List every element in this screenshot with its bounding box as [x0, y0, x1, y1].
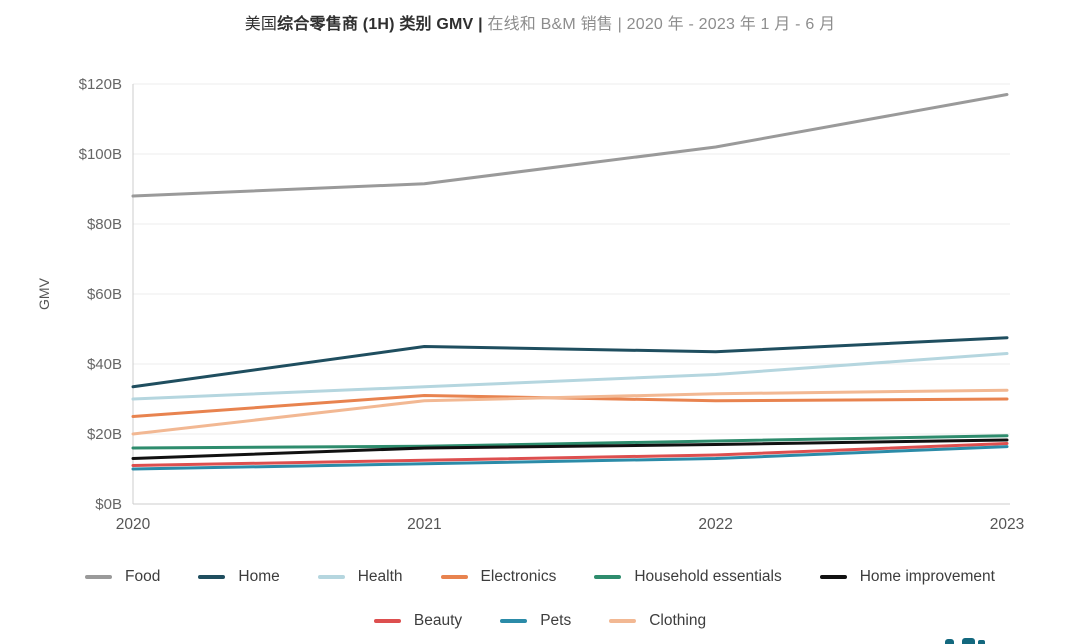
gmv-line-chart: $0B $20B $40B $60B $80B $100B $120B 2020 2021 202…: [36, 76, 1024, 533]
y-axis-title: GMV: [36, 277, 52, 310]
legend-item-home: Home: [198, 568, 280, 586]
title-pipe: |: [473, 16, 488, 33]
legend-item-pets: Pets: [500, 612, 571, 630]
legend-label-electronics: Electronics: [480, 568, 557, 585]
logo-mark-icon: [945, 639, 954, 644]
x-tick-label: 2023: [990, 516, 1024, 533]
legend-label-home: Home: [238, 568, 280, 585]
y-tick-label: $0B: [95, 496, 122, 513]
x-tick-label: 2022: [698, 516, 732, 533]
legend-row-1: Food Home Health Electronics Household essen…: [0, 568, 1080, 586]
legend-item-food: Food: [85, 568, 160, 586]
legend-swatch-health: [317, 575, 345, 579]
logo-mark-icon: [978, 640, 985, 644]
title-region: 美国: [244, 16, 278, 33]
series-line-household-essentials: [131, 434, 1009, 450]
legend-swatch-electronics: [440, 575, 468, 579]
legend-swatch-pets: [500, 619, 528, 623]
legend-label-health: Health: [357, 568, 403, 585]
title-subtitle: 在线和 B&M 销售 | 2020 年 - 2023 年 1 月 - 6 月: [487, 16, 836, 33]
legend-label-household-essentials: Household essentials: [634, 568, 782, 585]
y-tick-label: $20B: [87, 426, 122, 443]
legend-swatch-clothing: [609, 619, 637, 623]
legend-swatch-home: [198, 575, 226, 579]
legend-swatch-home-improvement: [819, 575, 847, 579]
legend-label-clothing: Clothing: [649, 612, 707, 629]
y-tick-label: $60B: [87, 286, 122, 303]
x-tick-label: 2021: [407, 516, 441, 533]
series-line-food: [131, 93, 1009, 198]
legend-swatch-household-essentials: [594, 575, 622, 579]
y-tick-label: $40B: [87, 356, 122, 373]
legend-swatch-food: [85, 575, 113, 579]
chart-title: 美国综合零售商 (1H) 类别 GMV | 在线和 B&M 销售 | 2020 …: [0, 10, 1080, 34]
legend-label-pets: Pets: [540, 612, 572, 629]
watermark-logo-partial: [945, 635, 993, 644]
x-tick-label: 2020: [116, 516, 151, 533]
legend-label-home-improvement: Home improvement: [859, 568, 995, 585]
legend-label-food: Food: [125, 568, 161, 585]
series-line-pets: [131, 445, 1009, 471]
series-line-beauty: [131, 441, 1009, 467]
legend-item-electronics: Electronics: [440, 568, 557, 586]
legend-label-beauty: Beauty: [413, 612, 463, 629]
legend-item-beauty: Beauty: [373, 612, 463, 630]
title-main: 综合零售商 (1H) 类别 GMV: [277, 16, 474, 33]
logo-mark-icon: [962, 638, 975, 644]
y-tick-label: $80B: [87, 216, 122, 233]
y-tick-label: $100B: [79, 146, 122, 163]
series-line-clothing: [131, 388, 1009, 436]
legend-swatch-beauty: [373, 619, 401, 623]
series-line-home: [131, 336, 1009, 389]
series-line-home-improvement: [131, 438, 1009, 460]
legend-item-household-essentials: Household essentials: [594, 568, 782, 586]
legend-item-home-improvement: Home improvement: [819, 568, 995, 586]
series-line-health: [131, 352, 1009, 401]
legend-item-health: Health: [317, 568, 403, 586]
legend-row-2: Beauty Pets Clothing: [0, 612, 1080, 630]
y-tick-label: $120B: [79, 76, 122, 93]
legend-item-clothing: Clothing: [609, 612, 706, 630]
